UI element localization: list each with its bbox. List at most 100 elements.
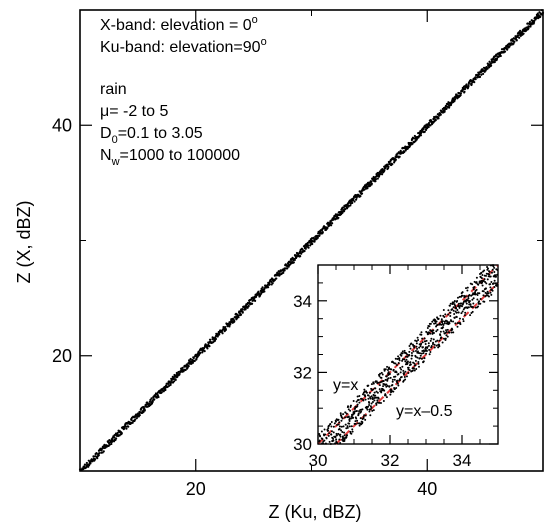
inset-ticks xyxy=(317,264,499,445)
scatter-point xyxy=(396,382,399,385)
scatter-point xyxy=(164,388,167,392)
scatter-point xyxy=(268,282,271,286)
scatter-point xyxy=(424,347,427,350)
scatter-point xyxy=(174,378,177,381)
scatter-point xyxy=(458,295,461,298)
scatter-point xyxy=(486,278,489,281)
scatter-point xyxy=(436,323,439,326)
scatter-point xyxy=(386,163,389,166)
scatter-point xyxy=(518,36,521,39)
scatter-point xyxy=(469,303,472,306)
scatter-point xyxy=(457,302,460,305)
scatter-point xyxy=(492,265,495,268)
scatter-point xyxy=(468,294,471,297)
scatter-point xyxy=(325,437,328,440)
scatter-point xyxy=(368,391,371,394)
y-tick-label: 34 xyxy=(293,292,312,311)
scatter-point xyxy=(485,274,488,277)
scatter-point xyxy=(427,344,430,347)
scatter-point xyxy=(187,365,190,368)
scatter-point xyxy=(348,419,351,422)
scatter-point xyxy=(267,286,270,289)
scatter-point xyxy=(96,457,99,460)
scatter-point xyxy=(135,417,138,420)
scatter-point xyxy=(493,60,496,64)
scatter-point xyxy=(332,425,335,428)
y-tick-label: 20 xyxy=(52,346,72,366)
scatter-point xyxy=(413,369,416,372)
annotation-d0: D0=0.1 to 3.05 xyxy=(100,125,203,146)
scatter-point xyxy=(406,360,409,363)
scatter-point xyxy=(474,76,477,79)
scatter-point xyxy=(439,334,442,337)
scatter-point xyxy=(120,432,123,435)
scatter-point xyxy=(388,372,391,375)
scatter-point xyxy=(359,417,362,420)
scatter-point xyxy=(130,418,133,421)
scatter-point xyxy=(466,286,469,289)
scatter-point xyxy=(453,299,456,302)
scatter-point xyxy=(346,426,349,429)
scatter-point xyxy=(254,299,257,302)
scatter-point xyxy=(367,394,370,397)
scatter-point xyxy=(95,452,98,455)
scatter-point xyxy=(448,322,451,325)
scatter-point xyxy=(466,289,469,292)
scatter-point xyxy=(299,255,302,258)
scatter-point xyxy=(515,39,518,42)
scatter-point xyxy=(409,363,412,366)
scatter-point xyxy=(423,337,426,340)
scatter-point xyxy=(427,333,429,336)
scatter-point xyxy=(522,32,525,35)
scatter-point xyxy=(370,383,373,386)
scatter-point xyxy=(400,376,403,378)
scatter-point xyxy=(354,198,358,201)
scatter-point xyxy=(541,11,545,15)
scatter-point xyxy=(406,353,409,356)
scatter-point xyxy=(384,394,387,397)
scatter-point xyxy=(382,385,385,388)
scatter-point xyxy=(383,169,386,172)
scatter-point xyxy=(394,158,397,161)
scatter-point xyxy=(418,346,421,349)
scatter-point xyxy=(456,296,459,299)
scatter-point xyxy=(484,287,487,290)
scatter-point xyxy=(356,405,359,408)
scatter-point xyxy=(375,396,378,399)
scatter-point xyxy=(437,117,440,120)
scatter-point xyxy=(486,67,489,70)
scatter-point xyxy=(475,276,478,279)
scatter-point xyxy=(443,322,446,325)
scatter-point xyxy=(480,271,483,274)
scatter-point xyxy=(416,350,419,353)
scatter-point xyxy=(394,362,397,365)
scatter-point xyxy=(434,340,437,343)
scatter-point xyxy=(291,257,294,260)
scatter-point xyxy=(415,350,418,353)
scatter-point xyxy=(453,316,456,319)
scatter-point xyxy=(355,417,358,420)
scatter-point xyxy=(412,350,415,353)
scatter-point xyxy=(453,100,456,103)
scatter-point xyxy=(422,352,425,355)
scatter-point xyxy=(224,326,227,329)
scatter-point xyxy=(454,322,457,325)
scatter-point xyxy=(348,422,351,425)
scatter-point xyxy=(124,425,127,428)
scatter-point xyxy=(464,311,467,314)
scatter-point xyxy=(414,359,417,362)
scatter-point xyxy=(354,422,357,425)
scatter-point xyxy=(271,282,274,285)
scatter-point xyxy=(363,414,366,417)
scatter-point xyxy=(347,415,350,418)
scatter-point xyxy=(479,297,482,300)
scatter-point xyxy=(338,421,341,424)
scatter-point xyxy=(397,384,400,387)
scatter-point xyxy=(374,180,377,183)
y-tick-label: 40 xyxy=(52,116,72,136)
scatter-point xyxy=(337,418,340,421)
scatter-point xyxy=(85,461,88,465)
scatter-point xyxy=(456,300,459,303)
scatter-point xyxy=(334,420,337,423)
scatter-point xyxy=(419,352,421,355)
